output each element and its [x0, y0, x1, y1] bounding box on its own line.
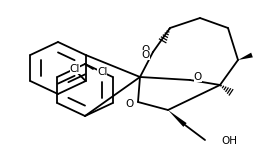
- Polygon shape: [238, 53, 253, 60]
- Text: O: O: [142, 50, 150, 60]
- Text: Cl: Cl: [97, 67, 107, 77]
- Text: OH: OH: [221, 136, 237, 146]
- Text: O: O: [194, 72, 202, 82]
- Text: Cl: Cl: [69, 64, 80, 74]
- Text: O: O: [125, 99, 133, 109]
- Text: O: O: [142, 45, 150, 55]
- Polygon shape: [168, 110, 187, 127]
